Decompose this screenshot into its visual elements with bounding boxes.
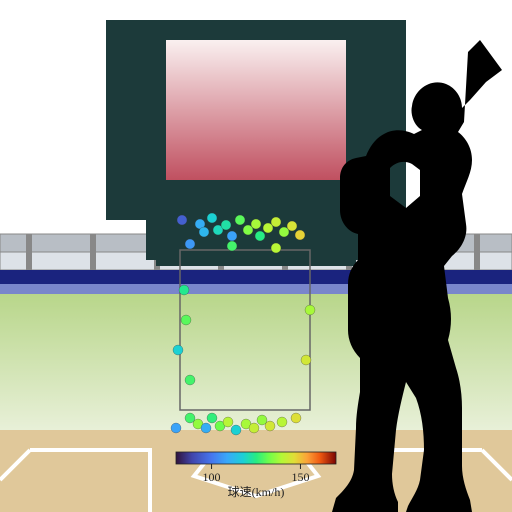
pitch-point (271, 217, 281, 227)
colorbar-tick-label: 100 (203, 470, 221, 484)
pitch-point (251, 219, 261, 229)
pitch-point (181, 315, 191, 325)
pitch-point (185, 375, 195, 385)
pitch-point (177, 215, 187, 225)
pitch-point (255, 231, 265, 241)
pitch-point (199, 227, 209, 237)
pitch-point (301, 355, 311, 365)
colorbar-tick-label: 150 (291, 470, 309, 484)
pitch-point (295, 230, 305, 240)
pitch-point (265, 421, 275, 431)
pitch-point (201, 423, 211, 433)
colorbar-label: 球速(km/h) (228, 485, 285, 499)
pitch-point (221, 220, 231, 230)
pitch-point (207, 413, 217, 423)
pitch-point (287, 221, 297, 231)
pitch-point (249, 423, 259, 433)
pitch-point (277, 417, 287, 427)
pitch-point (171, 423, 181, 433)
pitch-point (173, 345, 183, 355)
pitch-point (227, 231, 237, 241)
pitch-point (235, 215, 245, 225)
pitch-point (185, 239, 195, 249)
colorbar-gradient (176, 452, 336, 464)
pitch-location-chart: 100 150 球速(km/h) (0, 0, 512, 512)
pitch-point (291, 413, 301, 423)
pitch-point (227, 241, 237, 251)
pitch-point (207, 213, 217, 223)
pitch-point (305, 305, 315, 315)
pitch-point (223, 417, 233, 427)
pitch-point (179, 285, 189, 295)
chart-svg: 100 150 球速(km/h) (0, 0, 512, 512)
pitch-point (271, 243, 281, 253)
pitch-point (231, 425, 241, 435)
